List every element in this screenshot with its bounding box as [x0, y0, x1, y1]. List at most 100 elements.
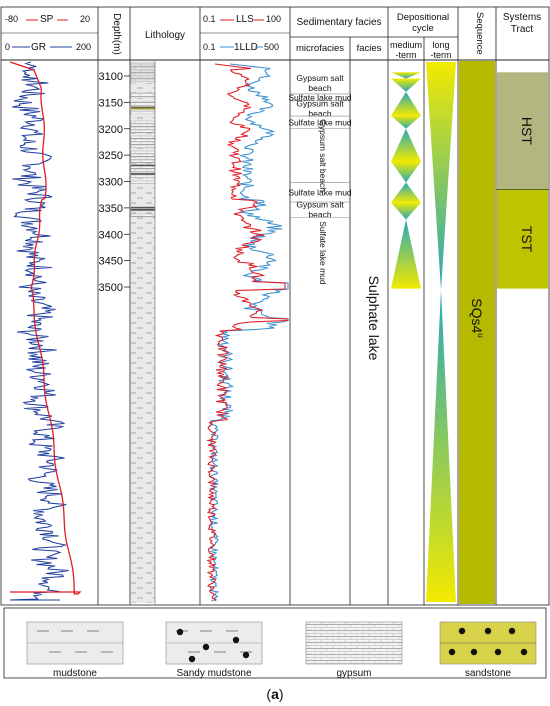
lithology-bed [131, 148, 155, 151]
medium-term-triangle [391, 72, 421, 79]
gr-curve [9, 61, 69, 601]
lithology-bed [131, 372, 155, 380]
lithology-bed [131, 492, 155, 500]
lithology-bed [130, 73, 156, 78]
lithology-bed [131, 88, 155, 93]
lithology-bed [131, 83, 155, 88]
lld-min-label: 0.1 [203, 42, 216, 52]
microfacies-item: Sulfate lake mud [288, 117, 352, 127]
lithology-bed [131, 202, 155, 208]
lithology-bed [131, 244, 155, 252]
systems-tract-band [497, 72, 548, 190]
lithology-bed [130, 92, 156, 99]
medium-term-cycles [391, 72, 421, 289]
lithology-bed [130, 165, 156, 170]
lithology-bed [130, 144, 156, 149]
lithology-bed [131, 388, 155, 396]
microfacies-label: Sulfate lake mud [288, 92, 352, 102]
legend-item: Sandy mudstone [165, 621, 263, 679]
lithology-bed [131, 236, 155, 244]
lithology-bed [131, 596, 155, 603]
lld-max-label: 500 [264, 42, 279, 52]
lithology-bed [131, 524, 155, 532]
lithology-bed [131, 178, 155, 181]
lithology-bed [131, 163, 155, 166]
microfacies-item: Sulfate lake mud [318, 221, 328, 285]
legend-item: sandstone [439, 621, 537, 679]
depth-tick-label: 3450 [99, 256, 123, 268]
lithology-bed [131, 292, 155, 300]
depth-tick-label: 3350 [99, 203, 123, 215]
lithology-bed [131, 516, 155, 524]
lithology-bed [131, 588, 155, 596]
lithology-bed [131, 324, 155, 332]
lithology-bed [131, 260, 155, 268]
lithology-bed [131, 508, 155, 516]
lithology-bed [131, 412, 155, 420]
lithology-bed [130, 79, 156, 84]
lithology-bed [131, 356, 155, 364]
lithology-bed [130, 168, 156, 173]
legend-label: Sandy mudstone [176, 668, 251, 679]
depth-tick-label: 3400 [99, 229, 123, 241]
lithology-bed [131, 220, 155, 228]
lithology-bed [131, 460, 155, 468]
lithology-header: Lithology [145, 30, 185, 41]
lld-label: 1LLD [234, 42, 258, 53]
microfacies-label: Sulfate lake mud [288, 187, 352, 197]
sequence-header: Sequence [474, 12, 485, 55]
lithology-bed [131, 300, 155, 308]
lithology-band [131, 206, 155, 209]
sedimentary-facies-header: Sedimentary facies [296, 17, 381, 28]
lld-curve [208, 63, 289, 602]
microfacies-item: Gypsum salt beach [296, 200, 344, 220]
sp-max-label: 20 [80, 14, 90, 24]
systems-tract-label: HST [519, 117, 535, 145]
lithology-bed [131, 476, 155, 484]
lithology-bed [130, 180, 156, 185]
lithology-bed [131, 252, 155, 260]
lithology-bed [131, 580, 155, 588]
lithology-bed [131, 276, 155, 284]
lithology-bed [130, 141, 156, 146]
lithology-bed [130, 61, 156, 66]
lithology-bed [131, 396, 155, 404]
lithology-bed [131, 556, 155, 564]
lithology-bed [131, 316, 155, 324]
gr-label: GR [31, 42, 46, 53]
depth-header: Depth(m) [111, 13, 122, 55]
depth-tick-label: 3200 [99, 124, 123, 136]
sp-curve [9, 61, 82, 595]
lithology-band [131, 208, 155, 211]
gr-min-label: 0 [5, 42, 10, 52]
lithology-bed [130, 129, 156, 134]
depth-tick-label: 3150 [99, 97, 123, 109]
lithology-bed [130, 67, 156, 72]
lithology-bed [130, 156, 156, 161]
lithology-bed [130, 126, 156, 131]
depth-tick-label: 3500 [99, 282, 123, 294]
depth-tick-label: 3250 [99, 150, 123, 162]
lls-label: LLS [236, 14, 254, 25]
lithology-bed [130, 64, 156, 69]
medium-term-triangle [391, 161, 421, 183]
lithology-bed [131, 217, 155, 220]
lithology-bed [130, 123, 156, 128]
sp-label: SP [40, 14, 54, 25]
legend-swatch [305, 621, 403, 665]
microfacies-item: Gypsum salt beach [296, 98, 344, 118]
microfacies-label: Gypsum salt beach [296, 200, 344, 220]
microfacies-label: Gypsum salt beach [318, 119, 328, 192]
lithology-bed [130, 76, 156, 81]
lithology-bed [130, 101, 156, 107]
lithology-bed [131, 548, 155, 556]
systems-tract-header: Systems Tract [503, 12, 541, 35]
medium-term-triangle [391, 91, 421, 116]
microfacies-label: Gypsum salt beach [296, 73, 344, 93]
long-term-transgressive-triangle [426, 290, 456, 602]
microfacies-item: Sulfate lake mud [288, 92, 352, 102]
lithology-band [131, 173, 155, 175]
depth-tick-label: 3300 [99, 177, 123, 189]
